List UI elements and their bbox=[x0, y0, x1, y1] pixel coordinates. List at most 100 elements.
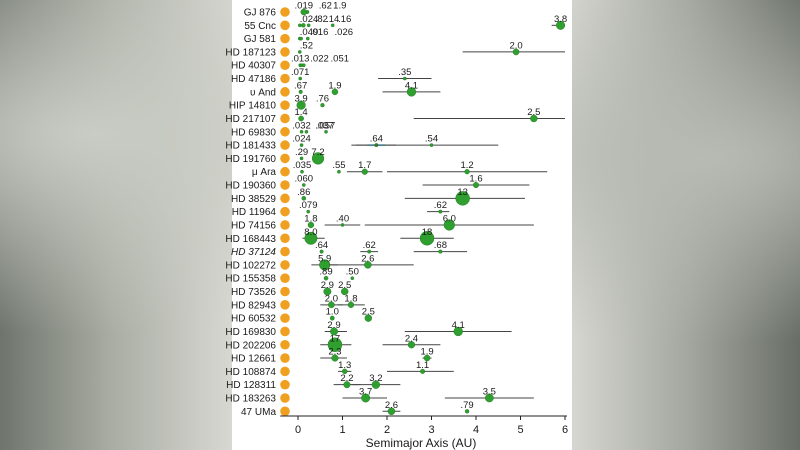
system-name: υ And bbox=[250, 87, 276, 98]
planet-mass-label: 5.9 bbox=[318, 253, 331, 264]
planet-mass-label: .051 bbox=[331, 54, 350, 65]
planet-mass-label: .019 bbox=[295, 1, 314, 12]
planet-mass-label: 4.1 bbox=[452, 320, 465, 331]
planet-mass-label: .54 bbox=[425, 134, 438, 145]
planet-marker bbox=[306, 23, 311, 28]
system-name: HD 47186 bbox=[231, 74, 276, 85]
planet-mass-label: 1.3 bbox=[338, 360, 351, 371]
planet-mass-label: 2.5 bbox=[527, 107, 540, 118]
planet-mass-label: 1.0 bbox=[326, 307, 339, 318]
system-row: HD 74156 1.8 .40 6.0 bbox=[231, 213, 534, 231]
system-row: μ Ara .035 .55 1.7 1.2 bbox=[252, 160, 548, 178]
system-name: HD 40307 bbox=[231, 61, 276, 72]
planet-marker bbox=[299, 156, 304, 161]
planet-mass-label: .024 bbox=[300, 14, 319, 25]
planet-mass-label: 2.0 bbox=[509, 40, 522, 51]
planet-mass-label: 1.1 bbox=[416, 360, 429, 371]
x-tick-label: 2 bbox=[384, 424, 390, 436]
planet-marker bbox=[512, 48, 520, 56]
planet-mass-label: 1.9 bbox=[333, 1, 346, 12]
planet-marker bbox=[304, 231, 318, 245]
host-star-marker bbox=[280, 140, 290, 150]
planet-mass-label: 2.6 bbox=[361, 253, 374, 264]
planet-marker bbox=[556, 20, 566, 30]
planet-mass-label: .035 bbox=[293, 160, 312, 171]
planet-marker bbox=[361, 393, 371, 403]
host-star-marker bbox=[280, 153, 290, 164]
system-row: 47 UMa 2.6 .79 bbox=[241, 400, 474, 418]
planet-marker bbox=[300, 8, 308, 16]
planet-mass-label: 13 bbox=[457, 187, 468, 198]
system-row: HD 47186 .071 .35 bbox=[231, 67, 432, 85]
system-name: GJ 876 bbox=[244, 8, 277, 19]
planet-marker bbox=[406, 87, 417, 97]
planet-mass-label: 6.0 bbox=[443, 213, 456, 224]
planet-marker bbox=[340, 223, 345, 227]
planet-marker bbox=[296, 100, 306, 110]
planet-mass-label: 2.5 bbox=[362, 307, 375, 318]
planet-marker bbox=[299, 143, 304, 147]
planet-marker bbox=[324, 129, 328, 134]
host-star-marker bbox=[280, 286, 290, 297]
system-name: HD 181433 bbox=[225, 141, 276, 152]
planet-mass-label: 2.3 bbox=[328, 347, 341, 358]
planet-marker bbox=[298, 115, 304, 122]
planet-mass-label: .67 bbox=[294, 80, 307, 91]
system-row: HD 217107 1.4 2.5 bbox=[225, 107, 565, 125]
planet-mass-label: 3.2 bbox=[369, 373, 382, 384]
system-row: HD 169830 2.9 4.1 bbox=[225, 320, 512, 338]
planet-mass-label: .55 bbox=[332, 160, 345, 171]
planet-marker bbox=[300, 169, 304, 174]
host-star-marker bbox=[280, 166, 290, 177]
planet-marker bbox=[330, 327, 338, 336]
system-row: HIP 14810 3.9 .76 bbox=[229, 94, 329, 112]
system-row: HD 37124 .64 .62 .68 bbox=[231, 240, 468, 258]
planet-mass-label: .50 bbox=[346, 267, 359, 278]
host-star-marker bbox=[280, 20, 290, 31]
planet-marker bbox=[307, 221, 315, 229]
system-row: υ And .67 1.9 4.1 bbox=[250, 80, 441, 98]
system-name: HD 190360 bbox=[225, 181, 276, 192]
x-tick-label: 6 bbox=[562, 424, 568, 436]
planet-marker bbox=[297, 50, 302, 54]
planet-marker bbox=[341, 287, 349, 296]
system-name: HD 108874 bbox=[225, 367, 276, 378]
planet-marker bbox=[361, 168, 368, 175]
planet-mass-label: 1.8 bbox=[344, 293, 357, 304]
planet-mass-label: .64 bbox=[315, 240, 328, 251]
host-star-marker bbox=[280, 366, 290, 377]
planet-mass-label: 2.6 bbox=[385, 400, 398, 411]
planet-mass-label: .016 bbox=[310, 27, 329, 38]
planet-mass-label: .037 bbox=[315, 120, 334, 131]
planet-mass-label: 3.5 bbox=[483, 386, 496, 397]
host-star-marker bbox=[280, 47, 290, 57]
planet-marker bbox=[311, 152, 325, 165]
system-name: HD 102272 bbox=[225, 260, 276, 271]
system-row: HD 168443 8.0 18 bbox=[225, 227, 454, 246]
system-name: μ Ara bbox=[252, 167, 277, 178]
planet-marker bbox=[330, 23, 335, 28]
host-star-marker bbox=[280, 206, 290, 217]
planet-mass-label: .079 bbox=[299, 200, 318, 211]
planet-mass-label: .40 bbox=[336, 213, 349, 224]
planet-mass-label: .026 bbox=[335, 27, 354, 38]
planet-marker bbox=[337, 169, 341, 174]
system-name: 47 UMa bbox=[241, 407, 276, 418]
host-star-marker bbox=[280, 220, 290, 230]
host-star-marker bbox=[280, 180, 290, 190]
planet-mass-label: 17 bbox=[330, 333, 341, 344]
system-name: HD 12661 bbox=[231, 354, 276, 365]
planet-marker bbox=[298, 76, 303, 81]
planet-marker bbox=[402, 76, 407, 81]
host-star-marker bbox=[280, 326, 290, 337]
planet-marker bbox=[364, 261, 372, 269]
planet-mass-label: 1.7 bbox=[358, 160, 371, 171]
planet-mass-label: .049 bbox=[300, 27, 319, 38]
planet-marker bbox=[347, 301, 355, 308]
system-name: HD 11964 bbox=[232, 207, 277, 218]
planet-mass-label: .024 bbox=[292, 134, 311, 145]
planet-mass-label: .071 bbox=[291, 67, 310, 78]
planet-marker bbox=[319, 249, 324, 254]
planet-marker bbox=[464, 169, 470, 175]
x-tick-label: 3 bbox=[428, 424, 434, 436]
